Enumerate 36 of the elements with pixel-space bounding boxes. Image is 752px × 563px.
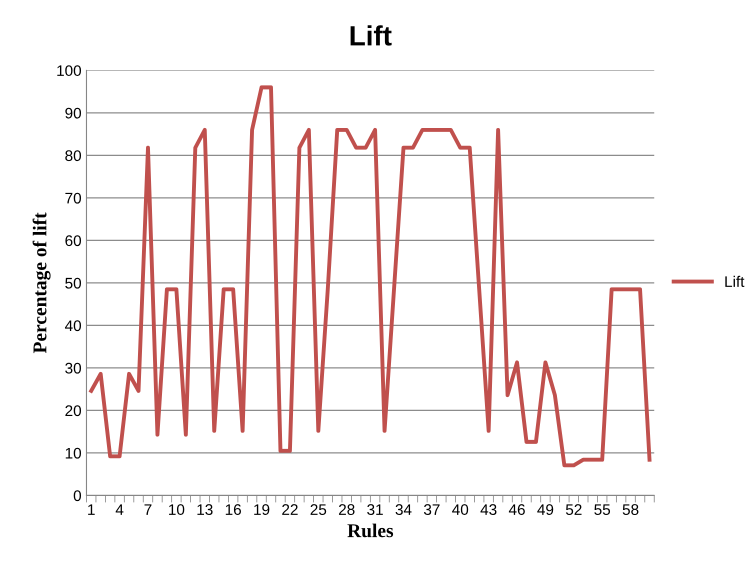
y-tick-label: 60 bbox=[65, 235, 82, 246]
x-tick-label: 7 bbox=[144, 504, 152, 515]
y-tick-label: 100 bbox=[57, 65, 82, 76]
x-tick-label: 52 bbox=[566, 504, 582, 515]
line-series bbox=[89, 85, 652, 468]
x-tick-label: 55 bbox=[594, 504, 610, 515]
x-tick-label: 25 bbox=[310, 504, 326, 515]
x-tick-label: 16 bbox=[226, 504, 241, 515]
x-tick-label: 13 bbox=[197, 504, 213, 515]
x-tick-label: 37 bbox=[424, 504, 440, 515]
x-tick-label: 43 bbox=[480, 504, 496, 515]
x-tick-label: 4 bbox=[116, 504, 124, 515]
legend-label: Lift bbox=[725, 276, 744, 287]
y-tick-label: 30 bbox=[65, 362, 82, 374]
y-tick-label: 40 bbox=[64, 320, 82, 332]
chart-title: Lift bbox=[350, 25, 392, 46]
x-tick-label: 10 bbox=[169, 504, 184, 515]
y-tick-label: 90 bbox=[65, 108, 82, 119]
x-tick-label: 40 bbox=[452, 504, 468, 515]
x-tick-label: 49 bbox=[537, 504, 554, 515]
x-axis-title: Rules bbox=[347, 524, 394, 538]
x-tick-label: 22 bbox=[282, 504, 298, 515]
y-tick-label: 0 bbox=[74, 490, 82, 502]
y-tick-label: 80 bbox=[65, 150, 82, 162]
x-tick-label: 1 bbox=[88, 504, 95, 515]
y-tick-label: 70 bbox=[65, 192, 82, 204]
x-tick-label: 58 bbox=[622, 504, 638, 515]
x-tick-label: 46 bbox=[508, 504, 525, 515]
y-tick-label: 10 bbox=[66, 448, 82, 459]
y-tick-label: 50 bbox=[65, 278, 82, 289]
x-tick-label: 19 bbox=[254, 504, 270, 515]
x-tick-label: 28 bbox=[338, 504, 355, 515]
x-tick-label: 34 bbox=[396, 504, 412, 515]
y-tick-label: 20 bbox=[65, 405, 82, 416]
y-axis-title: Percentage of lift bbox=[32, 212, 51, 354]
x-tick-label: 31 bbox=[367, 504, 383, 515]
